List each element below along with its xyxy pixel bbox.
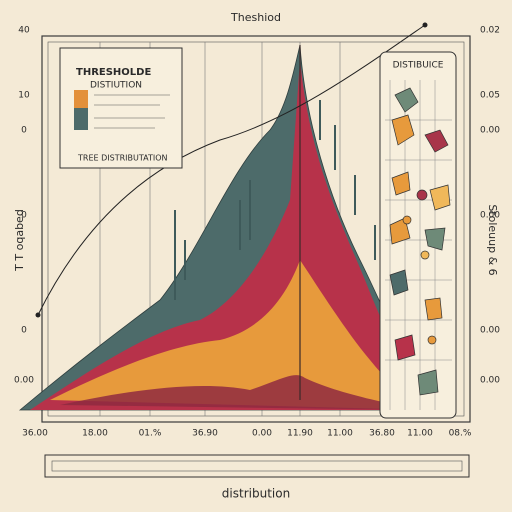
axis-labels: 36.00 18.00 01.% 36.90 0.00 11.90 11.00 36.80 11…	[14, 26, 500, 439]
right-axis-title: Stoleuup & 6	[486, 204, 499, 275]
right-label: 0.00	[480, 326, 500, 336]
x-label: 11.00	[407, 429, 433, 439]
right-label: 0.02	[480, 26, 500, 36]
legend-footer: TREE DISTRIBUTATION	[77, 154, 168, 163]
left-label: 0.00	[14, 376, 34, 386]
side-shapes	[389, 87, 451, 396]
left-label: 0	[21, 126, 27, 136]
threshold-curve	[37, 24, 426, 316]
x-label: 11.00	[327, 429, 353, 439]
x-label: 36.00	[22, 429, 48, 439]
legend-lines	[94, 94, 170, 129]
left-label: 40	[18, 26, 30, 36]
legend-title: THRESHOLDE	[76, 67, 151, 78]
left-label: 10	[18, 91, 30, 101]
right-label: 0.05	[480, 91, 500, 101]
title: Theshiod	[230, 11, 281, 24]
x-label: 01.%	[139, 429, 162, 439]
legend-subtitle: DISTIUTION	[90, 81, 142, 91]
x-axis-title: distribution	[222, 487, 290, 501]
bottom-strip	[44, 454, 470, 478]
right-label: 0.00	[480, 126, 500, 136]
left-axis-title: T T oqabed	[13, 209, 26, 272]
x-label: 18.00	[82, 429, 108, 439]
distribution-shapes	[18, 44, 452, 411]
x-label: 11.90	[287, 429, 313, 439]
left-label: 0	[21, 211, 27, 221]
side-panel-title: DISTIBUICE	[393, 61, 444, 71]
inner-frame	[47, 41, 465, 417]
x-label: 0.00	[252, 429, 272, 439]
right-label: 0.00	[480, 376, 500, 386]
curve-point	[35, 312, 41, 318]
plot-frame	[41, 35, 471, 423]
curve-point	[422, 22, 428, 28]
x-label: 36.80	[369, 429, 395, 439]
x-label: 08.%	[449, 429, 472, 439]
x-label: 36.90	[192, 429, 218, 439]
bottom-strip-track	[51, 460, 463, 472]
legend-swatch	[74, 108, 88, 130]
left-label: 0	[21, 326, 27, 336]
right-label: 0.00	[480, 211, 500, 221]
